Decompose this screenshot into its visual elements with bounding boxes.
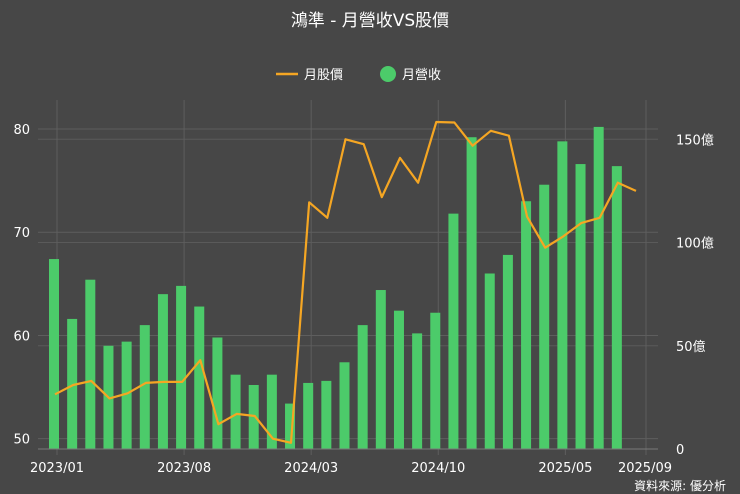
revenue-bar[interactable] <box>375 290 386 449</box>
revenue-bar[interactable] <box>557 141 568 449</box>
x-tick-label: 2024/03 <box>284 461 338 476</box>
legend-label-price[interactable]: 月股價 <box>304 68 343 83</box>
revenue-bar[interactable] <box>139 325 150 449</box>
y-right-tick-label: 150億 <box>676 132 714 148</box>
revenue-bar[interactable] <box>194 306 205 449</box>
revenue-bar[interactable] <box>303 382 314 449</box>
revenue-bar[interactable] <box>49 259 59 449</box>
source-note: 資料來源: 優分析 <box>634 479 726 493</box>
x-tick-label: 2024/10 <box>411 461 465 476</box>
revenue-bar[interactable] <box>539 184 550 449</box>
revenue-bar[interactable] <box>430 312 441 449</box>
revenue-bar[interactable] <box>593 126 604 449</box>
legend: 月股價 月營收 <box>276 66 441 83</box>
revenue-bar[interactable] <box>575 164 586 449</box>
y-left-tick-label: 80 <box>13 123 30 138</box>
chart-title: 鴻準 - 月營收VS股價 <box>291 11 449 31</box>
revenue-bar[interactable] <box>466 137 477 449</box>
revenue-bar[interactable] <box>502 254 513 449</box>
revenue-bar[interactable] <box>85 279 96 449</box>
revenue-bar[interactable] <box>339 362 350 449</box>
x-tick-label: 2025/09 <box>618 461 672 476</box>
revenue-bar[interactable] <box>67 318 78 449</box>
revenue-bar[interactable] <box>157 294 168 449</box>
y-left-tick-label: 50 <box>13 433 30 448</box>
revenue-bar[interactable] <box>321 380 332 449</box>
revenue-bar[interactable] <box>176 285 187 449</box>
y-right-tick-label: 100億 <box>676 236 714 252</box>
price-line-layer <box>54 120 637 444</box>
revenue-bar[interactable] <box>212 337 223 449</box>
revenue-bar[interactable] <box>393 310 404 449</box>
legend-label-revenue[interactable]: 月營收 <box>402 68 441 83</box>
revenue-bar[interactable] <box>285 403 296 449</box>
revenue-bars <box>49 126 622 450</box>
revenue-bar[interactable] <box>521 201 532 449</box>
x-tick-label: 2025/05 <box>538 461 592 476</box>
revenue-bar[interactable] <box>121 341 132 449</box>
revenue-bar[interactable] <box>266 374 277 449</box>
y-right-tick-label: 50億 <box>676 339 706 355</box>
revenue-bar[interactable] <box>230 374 241 449</box>
revenue-bar[interactable] <box>357 325 368 449</box>
revenue-bar[interactable] <box>248 384 259 449</box>
legend-dot-swatch <box>380 66 396 82</box>
price-line[interactable] <box>54 120 637 444</box>
axes: 50 60 70 80 0 50億 100億 150億 2023/01 2023/08 2024/0… <box>13 123 713 476</box>
y-left-tick-label: 70 <box>13 226 30 241</box>
x-tick-label: 2023/08 <box>157 461 211 476</box>
y-left-tick-label: 60 <box>13 329 30 344</box>
x-tick-label: 2023/01 <box>30 461 84 476</box>
revenue-bar[interactable] <box>484 273 495 450</box>
revenue-bar[interactable] <box>611 166 622 449</box>
revenue-bar[interactable] <box>412 333 423 449</box>
y-right-tick-label: 0 <box>676 443 684 458</box>
revenue-bar[interactable] <box>448 213 459 449</box>
